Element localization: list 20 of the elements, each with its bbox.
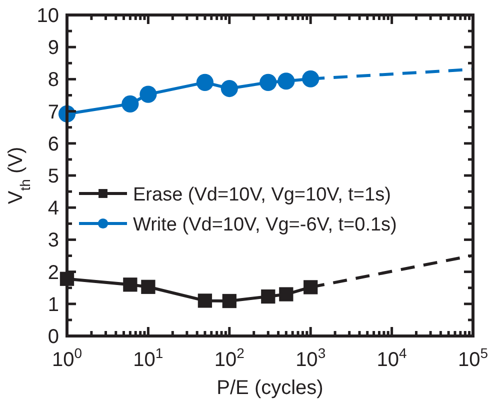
x-tick-label: 10$^{4}$	[376, 345, 408, 371]
x-tick-label: 10$^{5}$	[458, 345, 488, 371]
y-tick-label: 9	[48, 37, 59, 60]
x-tick-label: 10$^{0}$	[52, 345, 82, 371]
y-tick-label: 7	[48, 101, 59, 124]
legend-label: Write (Vd=10V, Vg=-6V, t=0.1s)	[133, 214, 397, 236]
y-tick-label: 10	[36, 5, 59, 27]
y-tick-label: 1	[48, 294, 59, 316]
y-tick-label: 2	[48, 262, 59, 284]
y-tick-label: 3	[48, 230, 59, 252]
y-tick-label: 8	[48, 69, 59, 92]
y-tick-label: 5	[48, 166, 59, 188]
y-tick-label: 6	[48, 133, 59, 156]
x-tick-label: 10$^{2}$	[214, 345, 245, 371]
x-axis-title: P/E (cycles)	[216, 377, 324, 399]
legend-label: Erase (Vd=10V, Vg=10V, t=1s)	[133, 184, 391, 206]
x-tick-label: 10$^{1}$	[133, 345, 164, 371]
y-tick-label: 0	[48, 326, 59, 348]
x-tick-label: 10$^{3}$	[296, 345, 326, 371]
y-tick-label: 4	[48, 198, 59, 220]
